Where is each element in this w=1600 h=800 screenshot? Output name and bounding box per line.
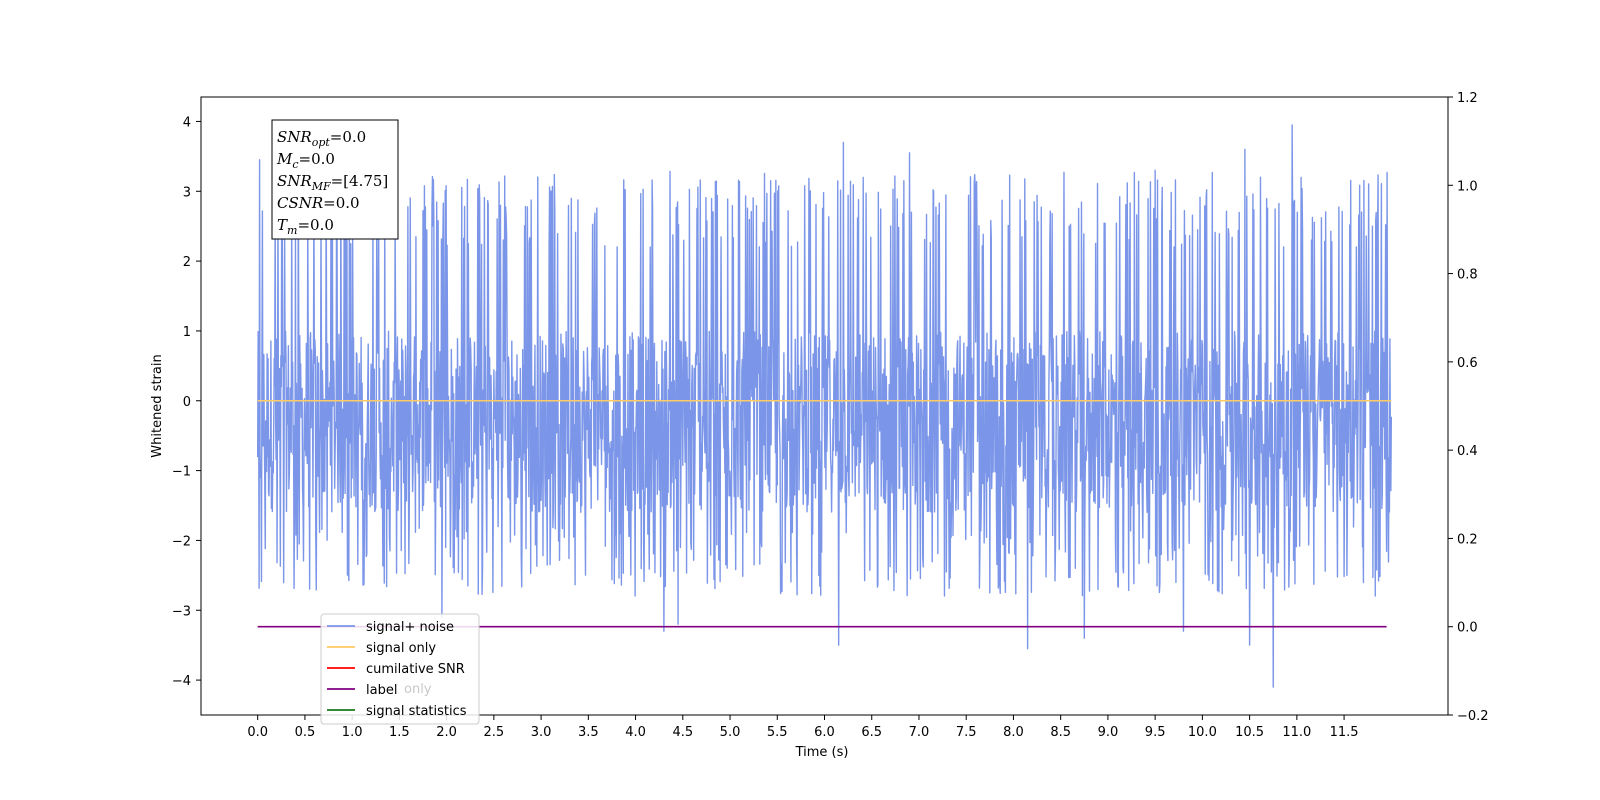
legend-label: cumilative SNR <box>366 662 465 677</box>
legend-label: signal+ noise <box>366 620 454 635</box>
x-tick-label: 4.5 <box>672 725 693 740</box>
annotation-line: CSNR=0.0 <box>277 194 360 212</box>
y-left-tick-label: −4 <box>172 674 191 689</box>
x-tick-label: 4.0 <box>625 725 646 740</box>
y-left-tick-label: −1 <box>172 465 191 480</box>
x-tick-label: 5.0 <box>720 725 741 740</box>
y-right-tick-label: 1.2 <box>1457 91 1478 106</box>
x-tick-label: 5.5 <box>767 725 788 740</box>
x-tick-label: 9.0 <box>1098 725 1119 740</box>
x-tick-label: 11.5 <box>1330 725 1359 740</box>
annotation-line: SNRMF=[4.75] <box>277 172 388 193</box>
x-tick-label: 6.0 <box>814 725 835 740</box>
annotation-line: Tm=0.0 <box>277 216 334 237</box>
y-right-tick-label: 1.0 <box>1457 179 1478 194</box>
x-tick-label: 3.0 <box>531 725 552 740</box>
x-tick-label: 0.5 <box>295 725 316 740</box>
x-tick-label: 2.0 <box>436 725 457 740</box>
x-axis: 0.0 0.5 1.0 1.5 2.0 2.5 3.0 3.5 4.0 4.5 5.0 5.5 6.0 6… <box>247 715 1359 740</box>
y-left-tick-label: 0 <box>183 395 191 410</box>
y-left-tick-label: −3 <box>172 604 191 619</box>
legend-frame <box>320 613 480 725</box>
x-tick-label: 10.0 <box>1188 725 1217 740</box>
y-left-tick-label: 3 <box>183 185 191 200</box>
y-left-tick-label: 2 <box>183 255 191 270</box>
x-tick-label: 0.0 <box>247 725 268 740</box>
legend-label: label <box>366 683 397 698</box>
legend-overlapped-text: only <box>404 682 432 697</box>
x-tick-label: 8.0 <box>1003 725 1024 740</box>
y-right-tick-label: 0.6 <box>1457 356 1478 371</box>
y-right-tick-label: 0.2 <box>1457 532 1478 547</box>
x-tick-label: 6.5 <box>861 725 882 740</box>
y-left-tick-label: 4 <box>183 115 191 130</box>
legend-label: signal statistics <box>366 704 467 719</box>
annotation-box-frame <box>271 119 399 240</box>
y-axis-left: 4 3 2 1 0 −1 −2 −3 −4 <box>172 115 201 689</box>
y-right-tick-label: 0.4 <box>1457 444 1478 459</box>
y-right-tick-label: 0.8 <box>1457 268 1478 283</box>
x-tick-label: 3.5 <box>578 725 599 740</box>
y-right-tick-label: −0.2 <box>1457 709 1489 724</box>
y-right-tick-label: 0.0 <box>1457 621 1478 636</box>
x-tick-label: 10.5 <box>1235 725 1264 740</box>
annotation-line: Mc=0.0 <box>276 150 335 171</box>
y-axis-right: 1.2 1.0 0.8 0.6 0.4 0.2 0.0 −0.2 <box>1448 91 1489 724</box>
x-tick-label: 9.5 <box>1145 725 1166 740</box>
x-tick-label: 2.5 <box>484 725 505 740</box>
legend-label: signal only <box>366 641 436 656</box>
x-tick-label: 1.5 <box>389 725 410 740</box>
x-tick-label: 7.5 <box>956 725 977 740</box>
x-axis-label: Time (s) <box>795 745 849 760</box>
y-axis-label-left: Whitened strain <box>150 354 165 457</box>
x-tick-label: 7.0 <box>909 725 930 740</box>
x-tick-label: 8.5 <box>1050 725 1071 740</box>
x-tick-label: 1.0 <box>342 725 363 740</box>
annotation-line: SNRopt=0.0 <box>277 128 366 149</box>
x-tick-label: 11.0 <box>1282 725 1311 740</box>
series-signal-noise <box>256 124 1393 688</box>
legend: only signal+ noise signal only cumilative S… <box>320 613 480 725</box>
y-left-tick-label: 1 <box>183 325 191 340</box>
y-left-tick-label: −2 <box>172 534 191 549</box>
